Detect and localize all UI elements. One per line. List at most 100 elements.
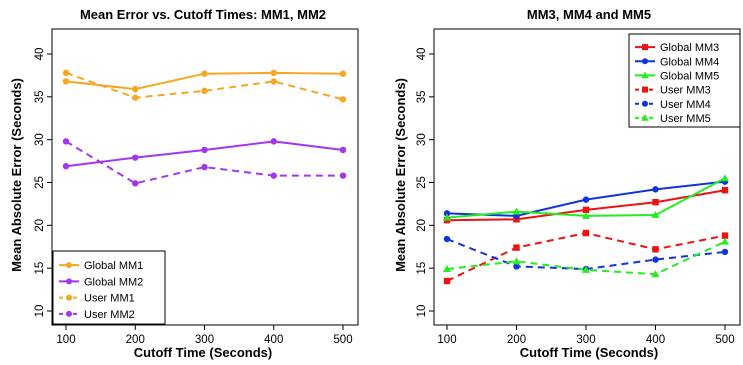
series-line-user-mm2 xyxy=(65,140,343,185)
data-point-global-mm1 xyxy=(270,69,277,77)
legend-marker-global-mm5 xyxy=(641,71,649,79)
data-point-user-mm5 xyxy=(721,237,729,245)
y-tick-label: 10 xyxy=(34,305,46,318)
data-point-user-mm1 xyxy=(132,94,139,101)
legend-marker-global-mm4 xyxy=(642,58,648,65)
x-tick-label: 100 xyxy=(56,334,75,346)
data-point-global-mm3 xyxy=(582,206,590,214)
data-point-global-mm5 xyxy=(443,213,451,221)
data-point-global-mm3 xyxy=(721,187,729,194)
data-point-global-mm4 xyxy=(582,196,590,203)
x-tick-label: 300 xyxy=(195,334,214,346)
y-tick-label: 30 xyxy=(416,133,428,146)
legend-marker-user-mm2 xyxy=(66,310,72,317)
y-tick-label: 20 xyxy=(34,219,46,232)
series-line-user-mm1 xyxy=(65,71,344,101)
data-point-global-mm1 xyxy=(339,70,347,77)
data-point-user-mm1 xyxy=(201,87,208,95)
y-tick-label: 25 xyxy=(34,176,46,189)
data-point-user-mm4 xyxy=(513,263,520,270)
plot-frame xyxy=(433,28,741,326)
legend-label-global-mm2: Global MM2 xyxy=(84,276,143,288)
x-tick-label: 400 xyxy=(264,334,283,346)
legend-label-global-mm3: Global MM3 xyxy=(660,42,719,54)
x-tick-label: 500 xyxy=(715,334,734,346)
data-point-user-mm2 xyxy=(62,138,70,145)
series-lines xyxy=(446,177,726,282)
x-tick-label: 300 xyxy=(576,334,595,346)
y-tick-label: 35 xyxy=(416,90,428,103)
data-point-global-mm2 xyxy=(339,146,347,154)
y-tick-label: 30 xyxy=(34,133,46,146)
data-point-global-mm5 xyxy=(651,211,660,219)
y-tick-label: 15 xyxy=(34,262,46,275)
data-point-user-mm1 xyxy=(62,69,70,77)
legend-label-user-mm3: User MM3 xyxy=(660,85,711,97)
series-markers xyxy=(62,69,347,187)
legend-marker-global-mm3 xyxy=(642,44,648,51)
x-tick-label: 200 xyxy=(126,334,145,346)
chart-mm1-mm2: Mean Error vs. Cutoff Times: MM1, MM2 Cu… xyxy=(9,7,359,360)
legend-marker-user-mm3 xyxy=(642,86,648,93)
y-tick-label: 20 xyxy=(416,219,428,232)
x-axis-title: Cutoff Time (Seconds) xyxy=(520,345,658,360)
data-point-user-mm4 xyxy=(721,248,729,256)
data-point-global-mm4 xyxy=(652,186,659,193)
legend-marker-global-mm1 xyxy=(66,262,72,269)
x-tick-label: 200 xyxy=(507,334,526,346)
data-point-user-mm5 xyxy=(651,270,660,278)
data-point-user-mm3 xyxy=(582,229,590,237)
data-point-global-mm5 xyxy=(512,207,521,215)
data-point-user-mm3 xyxy=(652,246,659,253)
legend-label-user-mm5: User MM5 xyxy=(660,113,711,125)
y-tick-label: 25 xyxy=(416,176,428,189)
data-point-user-mm1 xyxy=(339,96,347,103)
legend-label-global-mm1: Global MM1 xyxy=(84,260,143,272)
y-tick-label: 15 xyxy=(416,262,428,275)
legend-marker-global-mm2 xyxy=(66,278,72,285)
data-point-user-mm5 xyxy=(512,257,521,265)
y-tick-label: 10 xyxy=(416,305,428,318)
y-tick-label: 40 xyxy=(416,48,428,61)
data-point-global-mm3 xyxy=(513,216,520,223)
data-point-user-mm1 xyxy=(270,78,277,85)
chart-title: Mean Error vs. Cutoff Times: MM1, MM2 xyxy=(80,7,326,22)
data-point-user-mm5 xyxy=(443,265,451,273)
legend: Global MM3 Global MM4 Global MM5 User MM3 Us… xyxy=(628,33,741,128)
x-axis-title: Cutoff Time (Seconds) xyxy=(134,345,272,360)
data-point-global-mm1 xyxy=(201,70,208,77)
data-point-global-mm2 xyxy=(132,154,139,161)
data-point-global-mm2 xyxy=(201,146,208,154)
y-tick-label: 40 xyxy=(34,48,46,61)
x-tick-label: 500 xyxy=(333,334,352,346)
chart-title: MM3, MM4 and MM5 xyxy=(527,7,651,22)
y-axis-title: Mean Absolute Error (Seconds) xyxy=(9,78,24,272)
data-point-global-mm1 xyxy=(62,78,70,85)
legend-marker-user-mm1 xyxy=(66,294,72,301)
legend-label-global-mm5: Global MM5 xyxy=(660,70,719,82)
data-point-user-mm2 xyxy=(270,172,277,179)
data-point-user-mm4 xyxy=(652,256,659,263)
data-point-global-mm5 xyxy=(721,174,729,182)
chart-mm3-mm4-mm5: MM3, MM4 and MM5 Cutoff Time (Seconds) M… xyxy=(393,7,741,360)
legend-marker-user-mm4 xyxy=(642,100,648,107)
data-point-user-mm3 xyxy=(721,232,729,239)
data-point-global-mm2 xyxy=(62,163,70,170)
data-point-user-mm2 xyxy=(339,172,347,179)
legend: Global MM1 Global MM2 User MM1 User MM2 xyxy=(52,250,166,325)
data-point-global-mm2 xyxy=(270,138,277,145)
data-point-global-mm5 xyxy=(582,211,590,219)
legend-label-user-mm1: User MM1 xyxy=(84,293,135,305)
series-markers xyxy=(443,174,729,285)
axis-ticks: 100 200 300 400 500 10 15 20 25 30 35 40 xyxy=(416,48,735,346)
data-point-global-mm3 xyxy=(652,199,659,206)
data-point-global-mm4 xyxy=(443,210,451,217)
data-point-user-mm5 xyxy=(582,265,590,273)
legend-label-user-mm4: User MM4 xyxy=(660,99,711,111)
x-tick-label: 400 xyxy=(646,334,665,346)
legend-box xyxy=(52,250,166,325)
x-tick-label: 100 xyxy=(437,334,456,346)
data-point-global-mm1 xyxy=(132,85,139,93)
data-point-user-mm2 xyxy=(201,163,208,171)
